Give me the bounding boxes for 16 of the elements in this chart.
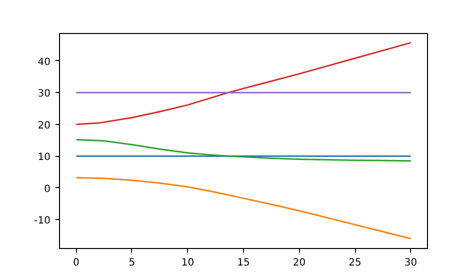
x-tick-label: 0 [73, 258, 80, 268]
x-tick-label: 25 [348, 258, 362, 268]
x-tick-label: 20 [292, 258, 306, 268]
y-tick-label: 10 [38, 152, 51, 164]
line-series [75, 42, 412, 126]
x-tick-label: 15 [237, 258, 250, 268]
y-tick-label: -10 [34, 216, 51, 227]
x-tick-label: 5 [128, 258, 136, 268]
line-series [75, 176, 412, 240]
line-series [75, 138, 412, 162]
y-tick-label: 20 [38, 120, 51, 132]
y-tick-label: 40 [38, 56, 51, 68]
x-tick-label: 30 [404, 258, 418, 268]
y-tick-label: 0 [44, 184, 51, 195]
y-tick-label: 30 [38, 88, 51, 100]
x-tick-label: 10 [181, 258, 194, 268]
